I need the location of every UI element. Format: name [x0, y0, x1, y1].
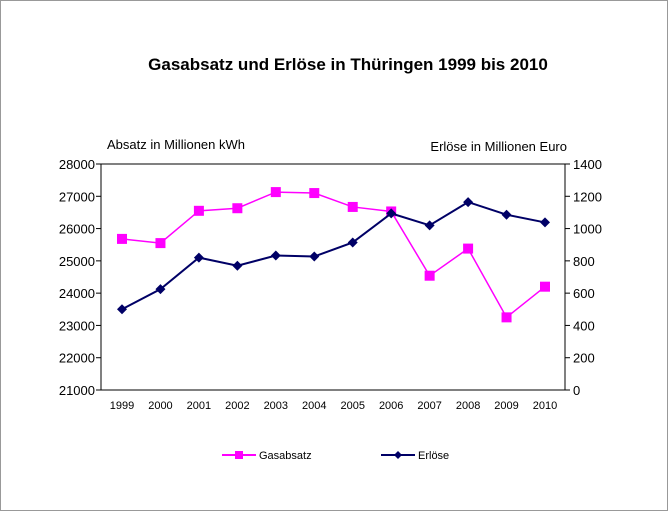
- x-tick-label: 2009: [494, 400, 518, 412]
- data-point: [540, 217, 550, 228]
- data-point: [424, 220, 435, 231]
- chart-title: Gasabsatz und Erlöse in Thüringen 1999 b…: [148, 55, 548, 74]
- data-point: [155, 238, 166, 249]
- series-line-gasabsatz: [121, 191, 546, 319]
- data-point: [347, 237, 358, 248]
- right-tick-label: 200: [573, 351, 595, 366]
- data-point: [193, 252, 204, 263]
- data-point: [155, 284, 166, 295]
- x-tick-label: 2007: [417, 400, 441, 412]
- legend-marker: [235, 451, 243, 459]
- right-tick-label: 0: [573, 383, 580, 398]
- left-tick-label: 24000: [59, 286, 95, 301]
- x-tick-label: 2003: [264, 400, 288, 412]
- right-tick-label: 600: [573, 286, 595, 301]
- x-tick-label: 2010: [533, 400, 557, 412]
- data-point: [347, 201, 358, 212]
- legend-label: Gasabsatz: [259, 450, 312, 462]
- x-tick-label: 2004: [302, 400, 326, 412]
- x-tick-label: 1999: [110, 400, 134, 412]
- data-point: [463, 197, 474, 208]
- data-point: [540, 281, 550, 292]
- left-tick-label: 27000: [59, 189, 95, 204]
- data-point: [232, 260, 243, 271]
- left-tick-label: 22000: [59, 351, 95, 366]
- data-point: [270, 250, 281, 261]
- right-tick-label: 1000: [573, 222, 602, 237]
- x-tick-label: 2005: [340, 400, 364, 412]
- right-tick-label: 400: [573, 318, 595, 333]
- legend-marker: [394, 451, 402, 459]
- right-tick-label: 1400: [573, 157, 602, 172]
- x-tick-label: 2001: [187, 400, 211, 412]
- left-tick-label: 26000: [59, 222, 95, 237]
- left-tick-label: 25000: [59, 254, 95, 269]
- left-axis-label: Absatz in Millionen kWh: [107, 137, 245, 152]
- x-tick-label: 2006: [379, 400, 403, 412]
- data-point: [117, 233, 127, 244]
- right-axis-label: Erlöse in Millionen Euro: [430, 139, 567, 154]
- data-point: [386, 208, 397, 219]
- series-line-erlöse: [121, 201, 546, 311]
- left-tick-label: 28000: [59, 157, 95, 172]
- right-tick-label: 800: [573, 254, 595, 269]
- data-point: [309, 188, 320, 199]
- right-tick-label: 1200: [573, 189, 602, 204]
- x-tick-label: 2002: [225, 400, 249, 412]
- data-point: [501, 209, 512, 220]
- data-point: [193, 205, 204, 216]
- data-point: [270, 187, 281, 198]
- data-point: [232, 203, 243, 214]
- left-tick-label: 23000: [59, 318, 95, 333]
- plot-area: [100, 163, 566, 391]
- legend-label: Erlöse: [418, 450, 449, 462]
- left-tick-label: 21000: [59, 383, 95, 398]
- data-point: [501, 312, 512, 323]
- x-tick-label: 2000: [148, 400, 172, 412]
- x-tick-label: 2008: [456, 400, 480, 412]
- data-point: [117, 304, 127, 315]
- data-point: [309, 251, 320, 262]
- data-point: [424, 270, 435, 281]
- data-point: [463, 243, 474, 254]
